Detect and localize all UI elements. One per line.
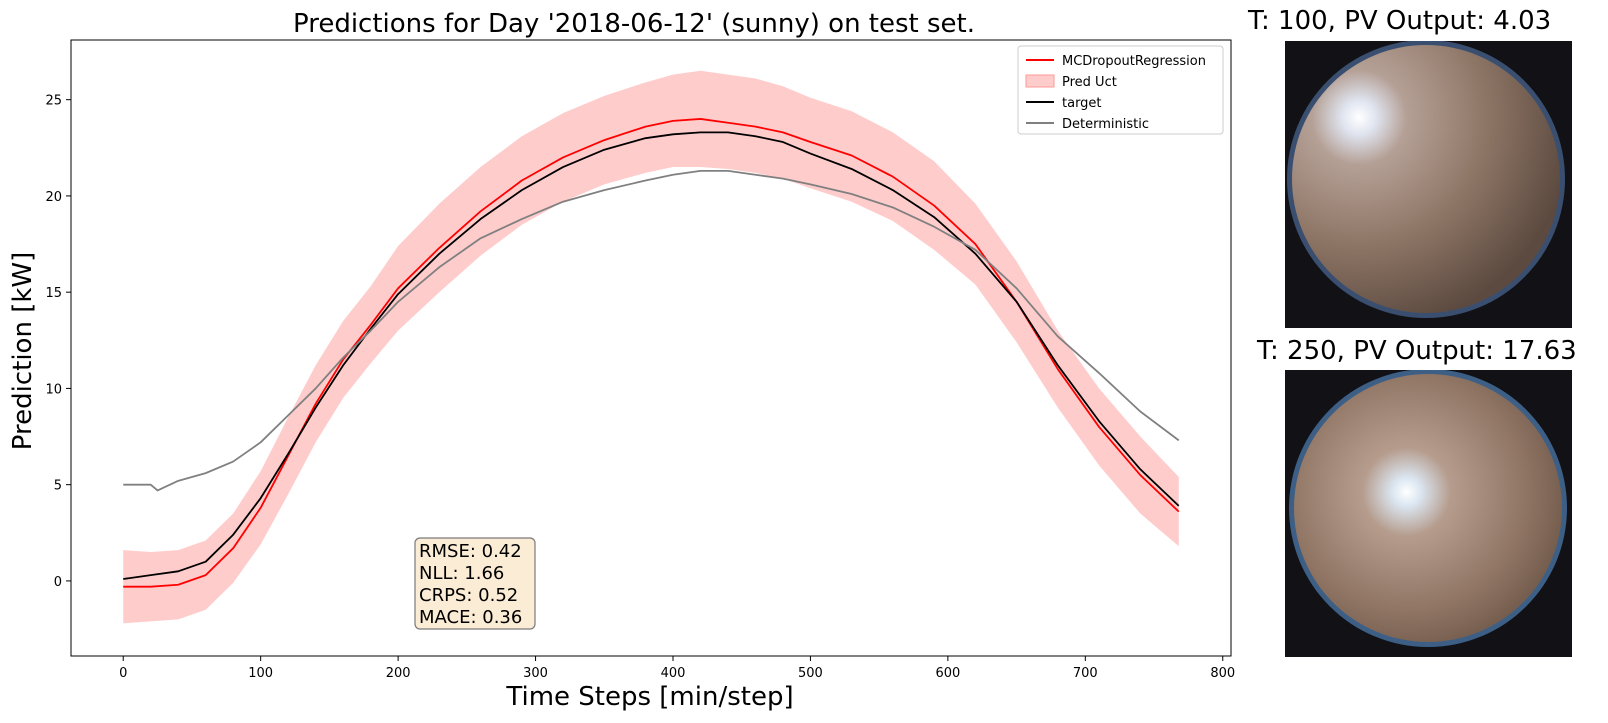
x-tick-label-300: 300 (523, 666, 548, 681)
chart-title: Predictions for Day '2018-06-12' (sunny)… (293, 9, 975, 39)
legend-swatch-pred-uct (1025, 74, 1055, 88)
metric-line: NLL: 1.66 (419, 563, 504, 584)
plot-frame (70, 39, 1232, 657)
x-tick-label-100: 100 (248, 666, 273, 681)
y-tick-label-15: 15 (45, 286, 62, 301)
x-tick-label-0: 0 (119, 666, 127, 681)
x-tick-label-700: 700 (1073, 666, 1098, 681)
x-tick-label-200: 200 (386, 666, 411, 681)
sky-image-2-title: T: 250, PV Output: 17.63 (1257, 336, 1577, 366)
y-axis-label: Prediction [kW] (8, 252, 38, 450)
plot-area: 0 100 200 300 400 500 600 700 800 0 5 10 15 20 25 MCDro… (45, 39, 1235, 681)
x-tick-label-800: 800 (1210, 666, 1235, 681)
series-line-mcdropoutregression (123, 118, 1180, 588)
fisheye-sky-image-1 (1285, 41, 1572, 328)
metric-line: RMSE: 0.42 (419, 541, 522, 562)
y-tick-label-0: 0 (54, 575, 62, 590)
metrics-box (414, 537, 536, 630)
metric-line: MACE: 0.36 (419, 607, 522, 628)
x-tick-label-600: 600 (935, 666, 960, 681)
series-line-deterministic (123, 169, 1180, 492)
series-band-pred-uct (123, 70, 1179, 624)
legend-label-deterministic: Deterministic (1062, 117, 1149, 132)
legend: MCDropoutRegression Pred Uct target Determi… (1017, 45, 1224, 135)
x-tick-label-500: 500 (798, 666, 823, 681)
legend-label-target: target (1062, 96, 1102, 111)
y-tick-label-10: 10 (45, 382, 62, 397)
legend-label-mcdropoutregression: MCDropoutRegression (1062, 54, 1206, 69)
y-tick-label-20: 20 (45, 190, 62, 205)
y-tick-label-5: 5 (54, 479, 62, 494)
legend-label-pred-uct: Pred Uct (1062, 75, 1117, 90)
legend-box (1017, 45, 1224, 135)
series-line-target (123, 131, 1180, 580)
x-axis-label: Time Steps [min/step] (505, 682, 793, 712)
y-tick-label-25: 25 (45, 94, 62, 109)
sky-image-2 (1285, 370, 1572, 657)
sky-image-1-title: T: 100, PV Output: 4.03 (1248, 6, 1552, 36)
x-tick-label-400: 400 (661, 666, 686, 681)
sky-image-1 (1285, 41, 1572, 328)
fisheye-sky-image-2 (1285, 370, 1572, 657)
metric-line: CRPS: 0.52 (419, 585, 518, 606)
